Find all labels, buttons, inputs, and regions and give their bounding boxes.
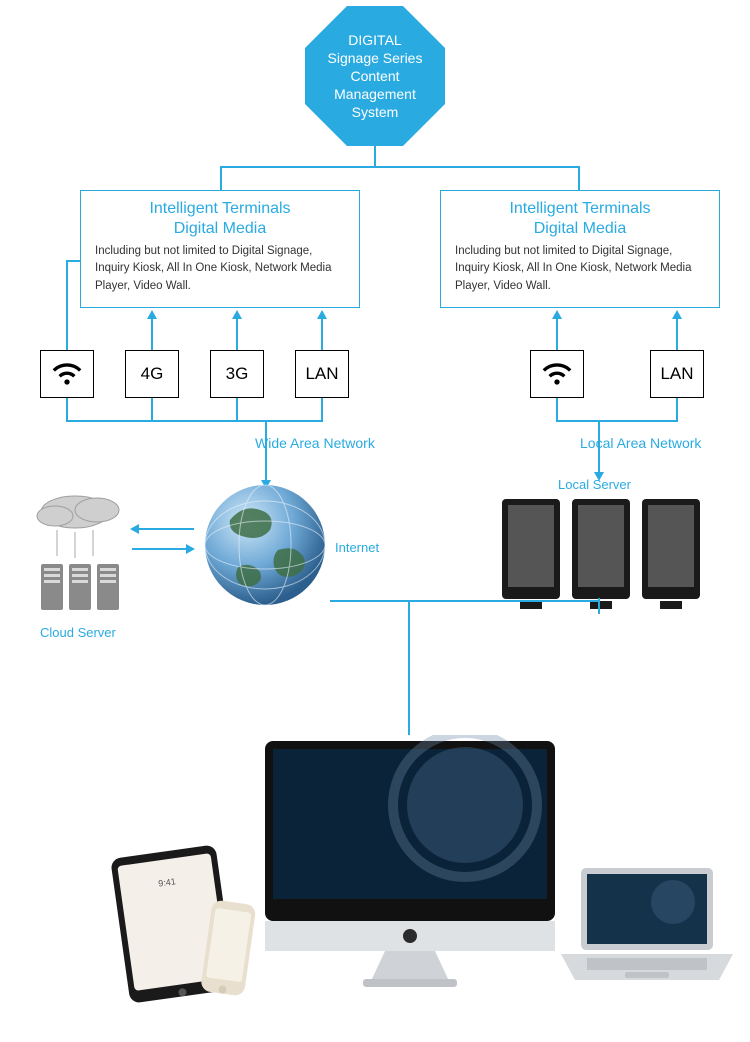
cloud-server-illustration (35, 490, 130, 625)
connector (151, 318, 153, 350)
connector (556, 420, 678, 422)
connector (138, 528, 194, 530)
connector (321, 318, 323, 350)
lan-box-right: LAN (650, 350, 704, 398)
connector (676, 398, 678, 422)
local-server-label: Local Server (558, 477, 631, 492)
connector (330, 600, 600, 602)
connector (220, 166, 580, 168)
phone-device (198, 898, 258, 1007)
connector (236, 398, 238, 422)
connector (220, 166, 222, 190)
wifi-icon (51, 358, 83, 390)
terminal-title: Intelligent Terminals Digital Media (455, 199, 705, 239)
wan-label: Wide Area Network (255, 435, 375, 451)
terminal-title: Intelligent Terminals Digital Media (95, 199, 345, 239)
connector (66, 260, 68, 350)
cloud-server-label: Cloud Server (40, 625, 116, 640)
wifi-box-right (530, 350, 584, 398)
connector (374, 146, 376, 166)
connector (151, 398, 153, 422)
internet-label: Internet (335, 540, 379, 555)
terminal-box-right: Intelligent Terminals Digital Media Incl… (440, 190, 720, 308)
wifi-icon (541, 358, 573, 390)
title-text: DIGITAL Signage Series Content Managemen… (328, 31, 423, 122)
3g-box: 3G (210, 350, 264, 398)
connector (598, 610, 600, 614)
connector (321, 398, 323, 422)
connector (598, 598, 600, 602)
connector (66, 398, 68, 422)
connector (265, 420, 267, 484)
terminal-desc: Including but not limited to Digital Sig… (455, 243, 705, 295)
connector (408, 600, 410, 735)
terminal-desc: Including but not limited to Digital Sig… (95, 243, 345, 295)
connector (676, 318, 678, 350)
connector (132, 548, 188, 550)
connector (578, 166, 580, 190)
wifi-box (40, 350, 94, 398)
connector (556, 318, 558, 350)
connector (556, 398, 558, 422)
title-octagon: DIGITAL Signage Series Content Managemen… (305, 6, 445, 146)
lan-label: Local Area Network (580, 435, 701, 451)
connector (236, 318, 238, 350)
laptop-device (555, 862, 740, 997)
4g-box: 4G (125, 350, 179, 398)
globe-internet (200, 480, 330, 615)
arrow-icon (186, 544, 195, 554)
arrow-icon (130, 524, 139, 534)
imac-device (255, 735, 565, 1000)
connector (66, 420, 323, 422)
connector (66, 260, 80, 262)
lan-box-left: LAN (295, 350, 349, 398)
terminal-box-left: Intelligent Terminals Digital Media Incl… (80, 190, 360, 308)
